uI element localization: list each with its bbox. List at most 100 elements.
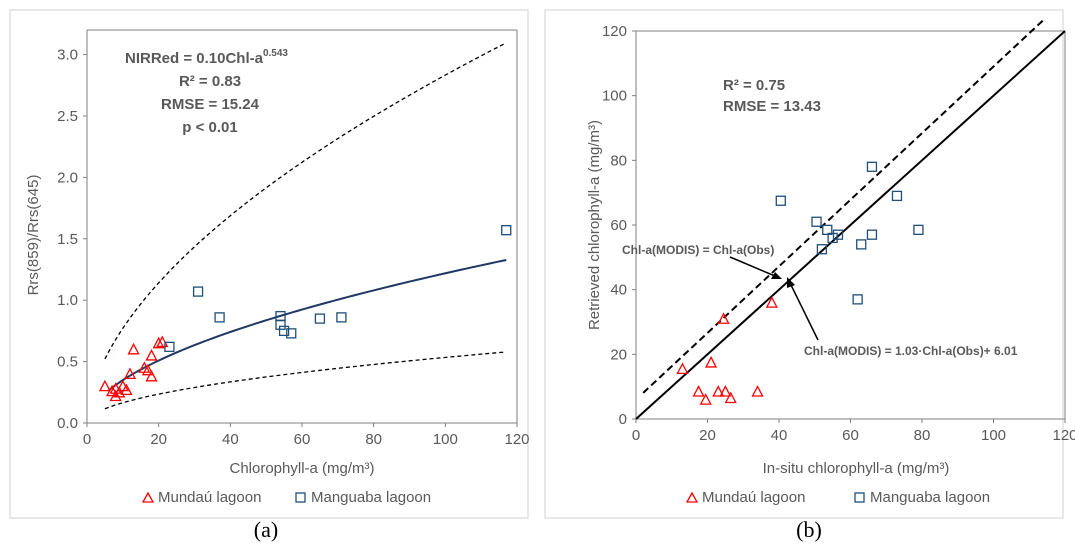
data-point-square — [816, 244, 828, 255]
chart-a-r2: R² = 0.83 — [179, 73, 241, 90]
y-tick-label: 40 — [610, 282, 627, 299]
data-point-triangle — [156, 335, 169, 348]
y-tick-label: 0.5 — [57, 354, 78, 371]
data-point-square — [856, 239, 867, 250]
legend-a-manguaba: Manguaba lagoon — [311, 489, 431, 506]
arrow-one-to-one — [729, 256, 776, 277]
chart-b-arrows — [729, 256, 819, 341]
bound-curve-upper — [104, 42, 507, 360]
chart-a-ylabel: Rrs(859)/Rrs(645) — [25, 175, 42, 296]
bound-curve-lower — [104, 351, 507, 410]
data-point-square — [501, 225, 512, 236]
chart-b-xlabel: In-situ chlorophyll-a (mg/m³) — [763, 460, 950, 477]
data-point-square — [827, 232, 838, 244]
arrow-one-to-one-head — [771, 272, 782, 279]
x-tick-label: 40 — [771, 427, 788, 444]
data-point-triangle — [717, 312, 730, 324]
data-point-square — [866, 161, 878, 172]
data-point-square — [891, 190, 903, 202]
data-point-square — [275, 311, 286, 322]
x-tick-label: 80 — [365, 431, 382, 448]
y-tick-label: 1.5 — [57, 231, 78, 248]
data-point-triangle — [676, 362, 689, 375]
data-point-triangle — [699, 393, 712, 405]
y-tick-label: 20 — [610, 346, 627, 363]
data-point-triangle — [152, 336, 165, 349]
data-point-triangle — [145, 349, 158, 361]
legend-b-triangle-marker — [685, 491, 699, 503]
data-point-square — [214, 312, 225, 323]
legend-a-square-marker — [295, 492, 306, 503]
data-point-square — [192, 286, 204, 297]
y-tick-label: 1.0 — [57, 292, 78, 309]
fit-curve — [107, 258, 507, 392]
chart-a-ticks: 0 20 40 60 80 100 120 0.0 0.5 1.0 1.5 2.0 2.5 3.0 — [57, 47, 529, 448]
y-tick-label: 80 — [610, 152, 627, 169]
data-point-triangle — [98, 379, 111, 392]
data-point-triangle — [141, 363, 154, 376]
chart-a-rmse: RMSE = 15.24 — [161, 96, 260, 113]
data-point-triangle — [109, 389, 122, 402]
chart-a-equation: NIRRed = 0.10Chl-a0.543 — [125, 48, 288, 67]
x-tick-label: 20 — [699, 427, 716, 444]
data-point-square — [811, 216, 822, 227]
chart-panel-b: 0 20 40 60 80 100 120 0 20 40 60 80 100 120 R² = 0.75… — [543, 0, 1075, 544]
data-point-triangle — [127, 342, 140, 355]
data-point-square — [336, 312, 347, 323]
arrow-regression — [790, 284, 819, 341]
x-tick-label: 40 — [222, 431, 239, 448]
data-point-triangle — [120, 383, 133, 395]
chart-a-points — [98, 225, 512, 402]
chart-b-rmse: RMSE = 13.43 — [723, 98, 821, 115]
data-point-triangle — [751, 385, 764, 397]
data-point-square — [913, 224, 924, 236]
legend-a-triangle-marker — [141, 491, 155, 503]
chart-a-svg: 0 20 40 60 80 100 120 0.0 0.5 1.0 1.5 2.0 2.5 3.0 NIR… — [9, 9, 530, 519]
data-point-square — [775, 195, 786, 206]
x-tick-label: 60 — [842, 427, 859, 444]
chart-b-r2: R² = 0.75 — [723, 77, 785, 94]
data-point-square — [286, 328, 297, 339]
chart-a-confidence-bounds — [104, 42, 507, 410]
y-tick-label: 100 — [602, 88, 627, 105]
data-point-triangle — [113, 385, 126, 398]
chart-a-frame — [9, 9, 529, 519]
legend-b-mundau: Mundaú lagoon — [702, 489, 805, 506]
chart-b-ticks: 0 20 40 60 80 100 120 0 20 40 60 80 100 120 — [602, 23, 1075, 444]
y-tick-label: 2.0 — [57, 169, 78, 186]
data-point-triangle — [692, 385, 705, 397]
chart-a-pvalue: p < 0.01 — [182, 119, 237, 136]
data-point-triangle — [765, 296, 778, 308]
chart-b-regression-label: Chl-a(MODIS) = 1.03·Chl-a(Obs)+ 6.01 — [804, 344, 1018, 358]
one-to-one-line — [635, 30, 1066, 420]
chart-panel-a: 0 20 40 60 80 100 120 0.0 0.5 1.0 1.5 2.0 2.5 3.0 NIR… — [0, 0, 532, 544]
chart-a-fit-curve — [107, 258, 507, 392]
legend-a-mundau: Mundaú lagoon — [158, 489, 261, 506]
data-point-square — [866, 229, 878, 240]
data-point-square — [832, 229, 844, 240]
x-tick-label: 120 — [504, 431, 529, 448]
x-tick-label: 0 — [632, 427, 640, 444]
data-point-square — [278, 325, 290, 337]
y-tick-label: 2.5 — [57, 108, 78, 125]
x-tick-label: 100 — [981, 427, 1006, 444]
data-point-triangle — [712, 385, 725, 397]
x-tick-label: 60 — [294, 431, 311, 448]
data-point-square — [822, 224, 833, 236]
chart-b-lines — [635, 19, 1066, 420]
y-tick-label: 0.0 — [57, 415, 78, 432]
data-point-triangle — [106, 384, 119, 397]
data-point-triangle — [123, 367, 137, 380]
legend-b-square-marker — [854, 492, 865, 503]
y-tick-label: 60 — [610, 217, 627, 234]
data-point-triangle — [719, 385, 732, 397]
chart-b-legend: Mundaú lagoon Manguaba lagoon — [685, 489, 990, 506]
y-tick-label: 120 — [602, 23, 627, 40]
x-tick-label: 80 — [914, 427, 931, 444]
arrow-regression-head — [787, 277, 795, 288]
y-tick-label: 0 — [619, 411, 627, 428]
chart-a-xlabel: Chlorophyll-a (mg/m³) — [229, 460, 374, 477]
data-point-triangle — [704, 356, 718, 368]
y-tick-label: 3.0 — [57, 47, 78, 64]
legend-b-manguaba: Manguaba lagoon — [870, 489, 990, 506]
